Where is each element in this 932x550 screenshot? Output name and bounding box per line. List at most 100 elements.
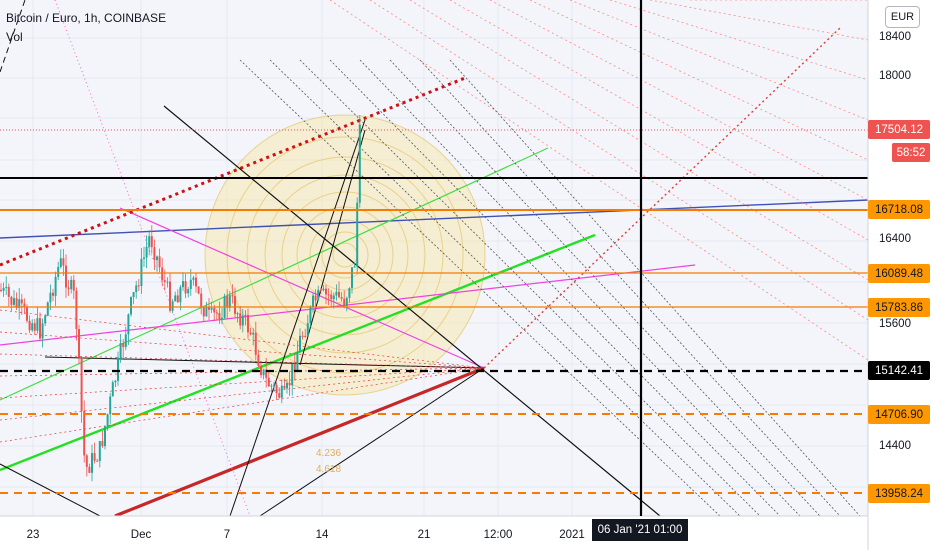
price-label-16718: 16718.08 — [868, 200, 930, 219]
candles — [0, 115, 361, 482]
candle-body-102 — [265, 369, 268, 378]
candle-body-83 — [215, 312, 218, 314]
candle-body-136 — [353, 266, 356, 268]
currency-button[interactable]: EUR — [885, 6, 920, 28]
candle-body-18 — [46, 302, 49, 316]
candle-body-130 — [338, 291, 340, 298]
channel-dotted-5 — [389, 59, 821, 517]
countdown-label: 58:52 — [892, 143, 930, 162]
candle-body-94 — [244, 314, 247, 316]
fib-fan-dotted-4 — [489, 0, 869, 201]
candle-body-59 — [153, 247, 156, 261]
candle-body-63 — [163, 280, 166, 282]
candle-body-6 — [15, 298, 18, 308]
candle-body-41 — [106, 414, 109, 427]
candle-body-106 — [275, 384, 278, 394]
candle-body-38 — [98, 441, 101, 462]
candle-body-109 — [283, 385, 286, 389]
candle-body-99 — [257, 354, 260, 367]
red-dotted-diagonal — [483, 27, 841, 369]
candle-body-107 — [278, 393, 281, 398]
candle-body-30 — [78, 329, 80, 358]
candle-body-123 — [319, 289, 322, 291]
fan-red-1 — [0, 331, 485, 369]
candle-body-117 — [304, 335, 307, 337]
x-tick-1200: 12:00 — [483, 529, 513, 541]
magenta-line-2 — [119, 207, 485, 369]
price-label-14706: 14706.90 — [868, 405, 930, 424]
candle-body-75 — [195, 277, 197, 287]
candle-body-120 — [312, 295, 314, 307]
candle-body-65 — [169, 281, 171, 311]
candle-body-85 — [221, 317, 223, 320]
candle-body-52 — [135, 285, 138, 293]
candle-body-68 — [176, 295, 179, 303]
candle-body-126 — [327, 294, 330, 296]
volume-label[interactable]: Vol — [6, 30, 23, 44]
candle-body-8 — [20, 299, 23, 304]
candle-body-74 — [192, 277, 195, 280]
black-short-line — [0, 463, 101, 517]
fib-fan-dotted-8 — [649, 0, 869, 41]
candle-body-96 — [249, 332, 252, 335]
candle-body-91 — [236, 313, 239, 315]
candle-body-24 — [62, 258, 65, 266]
symbol-title[interactable]: Bitcoin / Euro, 1h, COINBASE — [6, 11, 167, 25]
candle-body-138 — [358, 124, 361, 203]
candle-body-36 — [93, 453, 96, 461]
fib-fan-dotted-1 — [369, 0, 869, 321]
candle-body-114 — [296, 351, 299, 372]
black-fan-line — [259, 367, 485, 517]
candle-body-77 — [200, 293, 203, 308]
time-axis[interactable] — [0, 516, 868, 550]
candle-body-42 — [109, 396, 112, 415]
candle-body-122 — [317, 289, 320, 301]
candle-body-45 — [117, 357, 119, 381]
candle-body-64 — [166, 281, 169, 283]
candle-body-108 — [280, 385, 283, 398]
candle-body-51 — [132, 292, 135, 298]
candle-body-19 — [49, 292, 52, 303]
fib-circle-2 — [246, 156, 444, 354]
price-label-16089: 16089.48 — [868, 264, 930, 283]
fan-red-6 — [0, 367, 485, 443]
x-tick-14: 14 — [315, 529, 329, 541]
candle-body-118 — [306, 323, 309, 337]
candle-body-79 — [205, 306, 208, 317]
candle-body-73 — [189, 279, 192, 290]
level-lines — [0, 129, 868, 494]
candle-body-135 — [351, 267, 353, 289]
candle-body-67 — [174, 295, 177, 302]
fib-fan-dotted-3 — [449, 0, 869, 241]
candle-body-88 — [228, 295, 231, 308]
candle-body-23 — [59, 258, 62, 268]
x-tick-2021: 2021 — [559, 529, 585, 541]
candle-body-9 — [23, 303, 26, 308]
candle-body-1 — [2, 287, 5, 291]
fib-circle-7 — [321, 231, 369, 279]
candle-body-116 — [301, 335, 304, 337]
candle-body-100 — [260, 366, 262, 376]
fan-red-2 — [0, 353, 485, 369]
candle-body-35 — [91, 453, 93, 473]
candle-body-89 — [231, 295, 234, 297]
candle-body-128 — [332, 295, 335, 300]
candle-body-7 — [18, 299, 21, 308]
candle-body-101 — [262, 369, 265, 376]
candle-body-33 — [85, 455, 88, 467]
candle-body-32 — [83, 410, 86, 456]
candle-body-13 — [33, 323, 36, 331]
fib-label-1: 4.236 — [316, 448, 341, 459]
candle-body-103 — [267, 377, 270, 387]
fib-label-2: 4.618 — [316, 464, 341, 475]
candle-body-28 — [72, 279, 75, 291]
candle-body-81 — [210, 308, 213, 310]
fib-circle-4 — [281, 191, 409, 319]
candle-body-57 — [148, 236, 151, 247]
candle-body-53 — [137, 285, 140, 287]
candle-body-95 — [247, 314, 249, 333]
candle-body-92 — [239, 313, 242, 326]
legend: Bitcoin / Euro, 1h, COINBASE Vol — [6, 9, 166, 47]
